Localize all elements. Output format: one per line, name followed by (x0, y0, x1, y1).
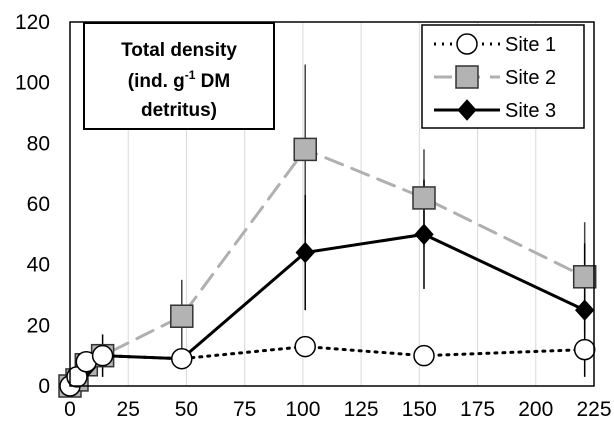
x-tick-label: 125 (344, 398, 379, 421)
y-tick-label: 80 (27, 132, 50, 155)
marker-square (412, 186, 436, 210)
x-tick-label: 100 (285, 398, 320, 421)
x-tick-label: 175 (460, 398, 495, 421)
y-tick-label: 0 (38, 375, 50, 398)
series-line (68, 232, 587, 388)
x-tick-label: 150 (402, 398, 437, 421)
marker-square (170, 304, 194, 328)
marker-circle (456, 33, 478, 55)
series-group (58, 64, 597, 398)
title-line-3: detritus) (141, 100, 217, 121)
legend-label: Site 2 (505, 67, 556, 89)
x-tick-label: 75 (233, 398, 256, 421)
legend-item-2: Site 2 (434, 65, 556, 89)
y-tick-label: 100 (15, 72, 50, 95)
y-tick-label: 20 (27, 314, 50, 337)
marker-diamond (457, 99, 477, 121)
marker-circle (171, 347, 193, 370)
legend-label: Site 3 (505, 100, 556, 122)
series-line (68, 147, 587, 388)
marker-circle (573, 338, 596, 361)
chart-title-box: Total density (ind. g-1 DM detritus) (83, 22, 275, 130)
title-line-2-end: DM (195, 71, 230, 92)
svg-text:Total density: Total density (121, 40, 237, 61)
series-1 (59, 335, 596, 397)
axis-labels: 0 25 50 75 100 125 150 175 200 225 0 20 40 60 80 100 120 (15, 11, 612, 421)
x-tick-label: 225 (576, 398, 611, 421)
legend: Site 1 Site 2 Site 3 (421, 24, 585, 129)
marker-circle (413, 344, 435, 367)
title-line-1: Total density (121, 40, 237, 61)
legend-item-3: Site 3 (434, 99, 556, 122)
plot-frame (69, 21, 595, 387)
svg-text:(ind. g-1 DM: (ind. g-1 DM (128, 68, 230, 92)
x-tick-label: 25 (117, 398, 140, 421)
title-frame (83, 22, 275, 130)
marker-square (572, 265, 597, 289)
series-line (68, 345, 587, 388)
x-tick-label: 0 (64, 398, 76, 421)
legend-item-1: Site 1 (434, 33, 556, 56)
marker-square (293, 137, 317, 162)
marker-circle (91, 344, 114, 367)
y-tick-label: 60 (27, 193, 50, 216)
marker-circle (294, 335, 316, 358)
error-bars-3 (101, 179, 586, 377)
y-tick-label: 120 (15, 11, 50, 34)
marker-diamond (575, 299, 595, 321)
legend-label: Site 1 (505, 34, 556, 56)
series-3 (60, 223, 595, 397)
title-superscript: -1 (185, 68, 196, 82)
title-line-2: (ind. g (128, 71, 185, 92)
x-tick-label: 50 (175, 398, 198, 421)
x-tick-label: 200 (518, 398, 553, 421)
svg-text:detritus): detritus) (141, 100, 217, 121)
marker-diamond (414, 223, 434, 246)
marker-square (455, 65, 479, 89)
y-tick-label: 40 (27, 254, 50, 277)
marker-diamond (295, 241, 315, 264)
